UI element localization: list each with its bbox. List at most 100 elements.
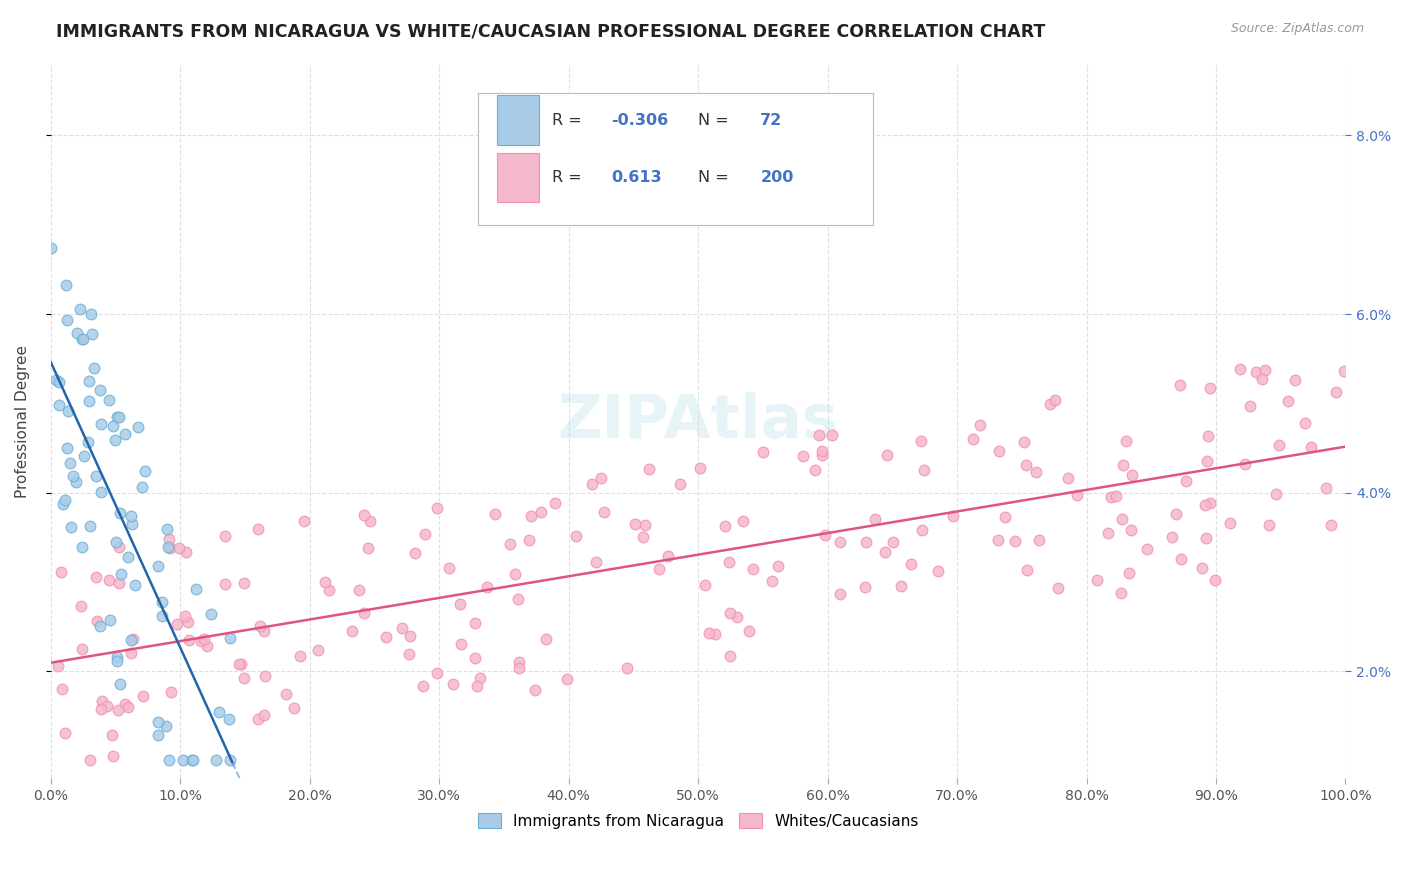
Point [56,313,79,327]
Point [863,512,886,526]
Point [855,534,877,549]
Point [150,595,173,609]
Point [811,448,834,462]
Point [103,418,125,433]
Point [65,475,87,489]
Point [890,579,912,593]
Point [340,624,363,638]
Text: -0.306: -0.306 [612,112,669,128]
Point [90,417,112,432]
Point [48,375,70,389]
Point [876,448,898,462]
Point [1333,364,1355,378]
Point [84,468,107,483]
Point [146,715,169,730]
Point [475,580,498,594]
Point [122,632,145,647]
Point [101,749,124,764]
Point [1028,533,1050,548]
Point [1161,530,1184,544]
Point [1254,363,1277,377]
Point [347,583,370,598]
Point [1121,523,1143,537]
Point [927,564,949,578]
Point [150,609,173,624]
Legend: Immigrants from Nicaragua, Whites/Caucasians: Immigrants from Nicaragua, Whites/Caucas… [471,807,925,835]
Point [589,471,612,485]
Point [751,445,773,459]
Point [157,540,180,554]
Point [1111,586,1133,600]
Point [725,609,748,624]
Point [51,497,73,511]
Point [994,510,1017,524]
Point [808,428,831,442]
Point [79,518,101,533]
Point [585,555,607,569]
Point [193,632,215,646]
Point [55,278,77,293]
Point [59,456,82,470]
Point [357,541,380,555]
Point [581,477,603,491]
Point [159,541,181,556]
Point [704,627,727,641]
Point [1136,541,1159,556]
Point [718,648,741,663]
Point [426,501,449,516]
Point [89,383,111,397]
Point [910,434,932,448]
Point [464,651,486,665]
Point [900,557,922,571]
Point [114,427,136,442]
Point [1115,434,1137,449]
Point [697,626,720,640]
Point [412,679,434,693]
Point [988,443,1011,458]
Point [1324,385,1347,400]
Point [1066,488,1088,502]
Point [1195,454,1218,468]
Point [828,586,851,600]
Point [274,687,297,701]
Point [1234,457,1257,471]
Point [524,683,547,698]
Point [208,705,231,719]
Point [46,658,69,673]
Point [853,580,876,594]
Point [499,537,522,551]
Point [179,633,201,648]
Point [1244,365,1267,379]
Point [1319,518,1341,533]
Point [415,526,437,541]
Point [1168,378,1191,392]
Point [534,632,557,646]
Point [110,506,132,520]
Point [247,713,270,727]
Point [48,398,70,412]
Point [108,541,131,555]
Point [253,707,276,722]
Point [1250,372,1272,386]
Point [530,505,553,519]
Point [464,616,486,631]
Point [714,518,737,533]
Point [616,660,638,674]
Point [110,567,132,582]
Point [176,544,198,558]
Point [156,522,179,536]
Point [56,441,79,455]
Point [314,575,336,590]
Point [97,574,120,588]
Point [738,624,761,638]
Point [1085,573,1108,587]
Point [1046,581,1069,595]
Point [307,642,329,657]
Point [468,671,491,685]
Point [1004,534,1026,549]
Point [218,712,240,726]
Point [127,419,149,434]
Point [174,608,197,623]
Point [1191,560,1213,574]
Point [53,492,76,507]
